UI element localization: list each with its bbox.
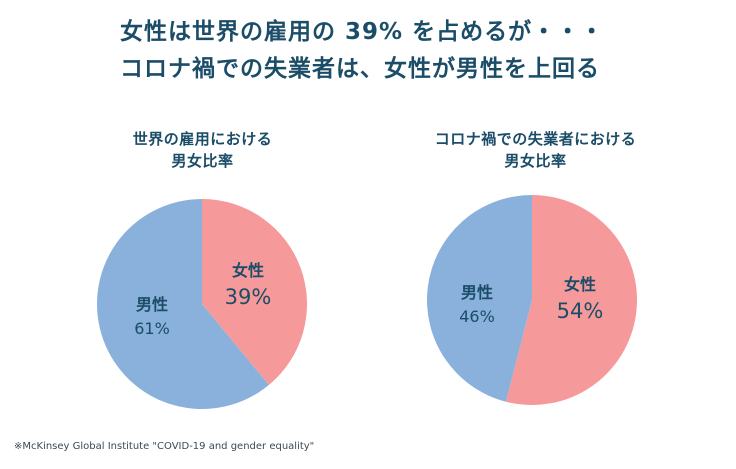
chart-unemployment-title-line-2: 男女比率 — [504, 152, 567, 170]
chart-employment-title-line-2: 男女比率 — [171, 152, 234, 170]
pie-value-employment-female: 39% — [225, 285, 272, 309]
pie-value-unemployment-male: 46% — [459, 307, 495, 326]
pie-chart-employment: 女性 39% 男性 61% — [96, 199, 307, 409]
pie-label-employment-female: 女性 — [232, 261, 264, 280]
title-line-2: コロナ禍での失業者は、女性が男性を上回る — [120, 56, 600, 82]
pie-slice-unemployment-male — [426, 195, 532, 402]
chart-employment: 世界の雇用における 男女比率 — [80, 128, 325, 172]
chart-unemployment-title-line-1: コロナ禍での失業者における — [434, 130, 637, 148]
pie-label-unemployment-male: 男性 — [461, 283, 493, 302]
chart-unemployment: コロナ禍での失業者における 男女比率 — [408, 128, 663, 172]
pie-slice-employment-female — [202, 199, 307, 385]
chart-unemployment-title: コロナ禍での失業者における 男女比率 — [408, 128, 663, 172]
page-title: 女性は世界の雇用の 39% を占めるが・・・ コロナ禍での失業者は、女性が男性を… — [120, 14, 680, 88]
pie-value-employment-male: 61% — [134, 319, 170, 338]
pie-label-employment-male: 男性 — [136, 295, 168, 314]
source-footnote: ※McKinsey Global Institute "COVID-19 and… — [14, 441, 315, 452]
pie-slice-unemployment-female — [505, 195, 637, 405]
chart-employment-title-line-1: 世界の雇用における — [132, 130, 273, 148]
pie-slice-employment-male — [96, 199, 269, 409]
pie-label-unemployment-female: 女性 — [564, 275, 596, 294]
chart-employment-title: 世界の雇用における 男女比率 — [80, 128, 325, 172]
pie-value-unemployment-female: 54% — [557, 299, 604, 323]
title-line-1: 女性は世界の雇用の 39% を占めるが・・・ — [120, 19, 605, 45]
pie-chart-unemployment: 女性 54% 男性 46% — [426, 195, 637, 405]
